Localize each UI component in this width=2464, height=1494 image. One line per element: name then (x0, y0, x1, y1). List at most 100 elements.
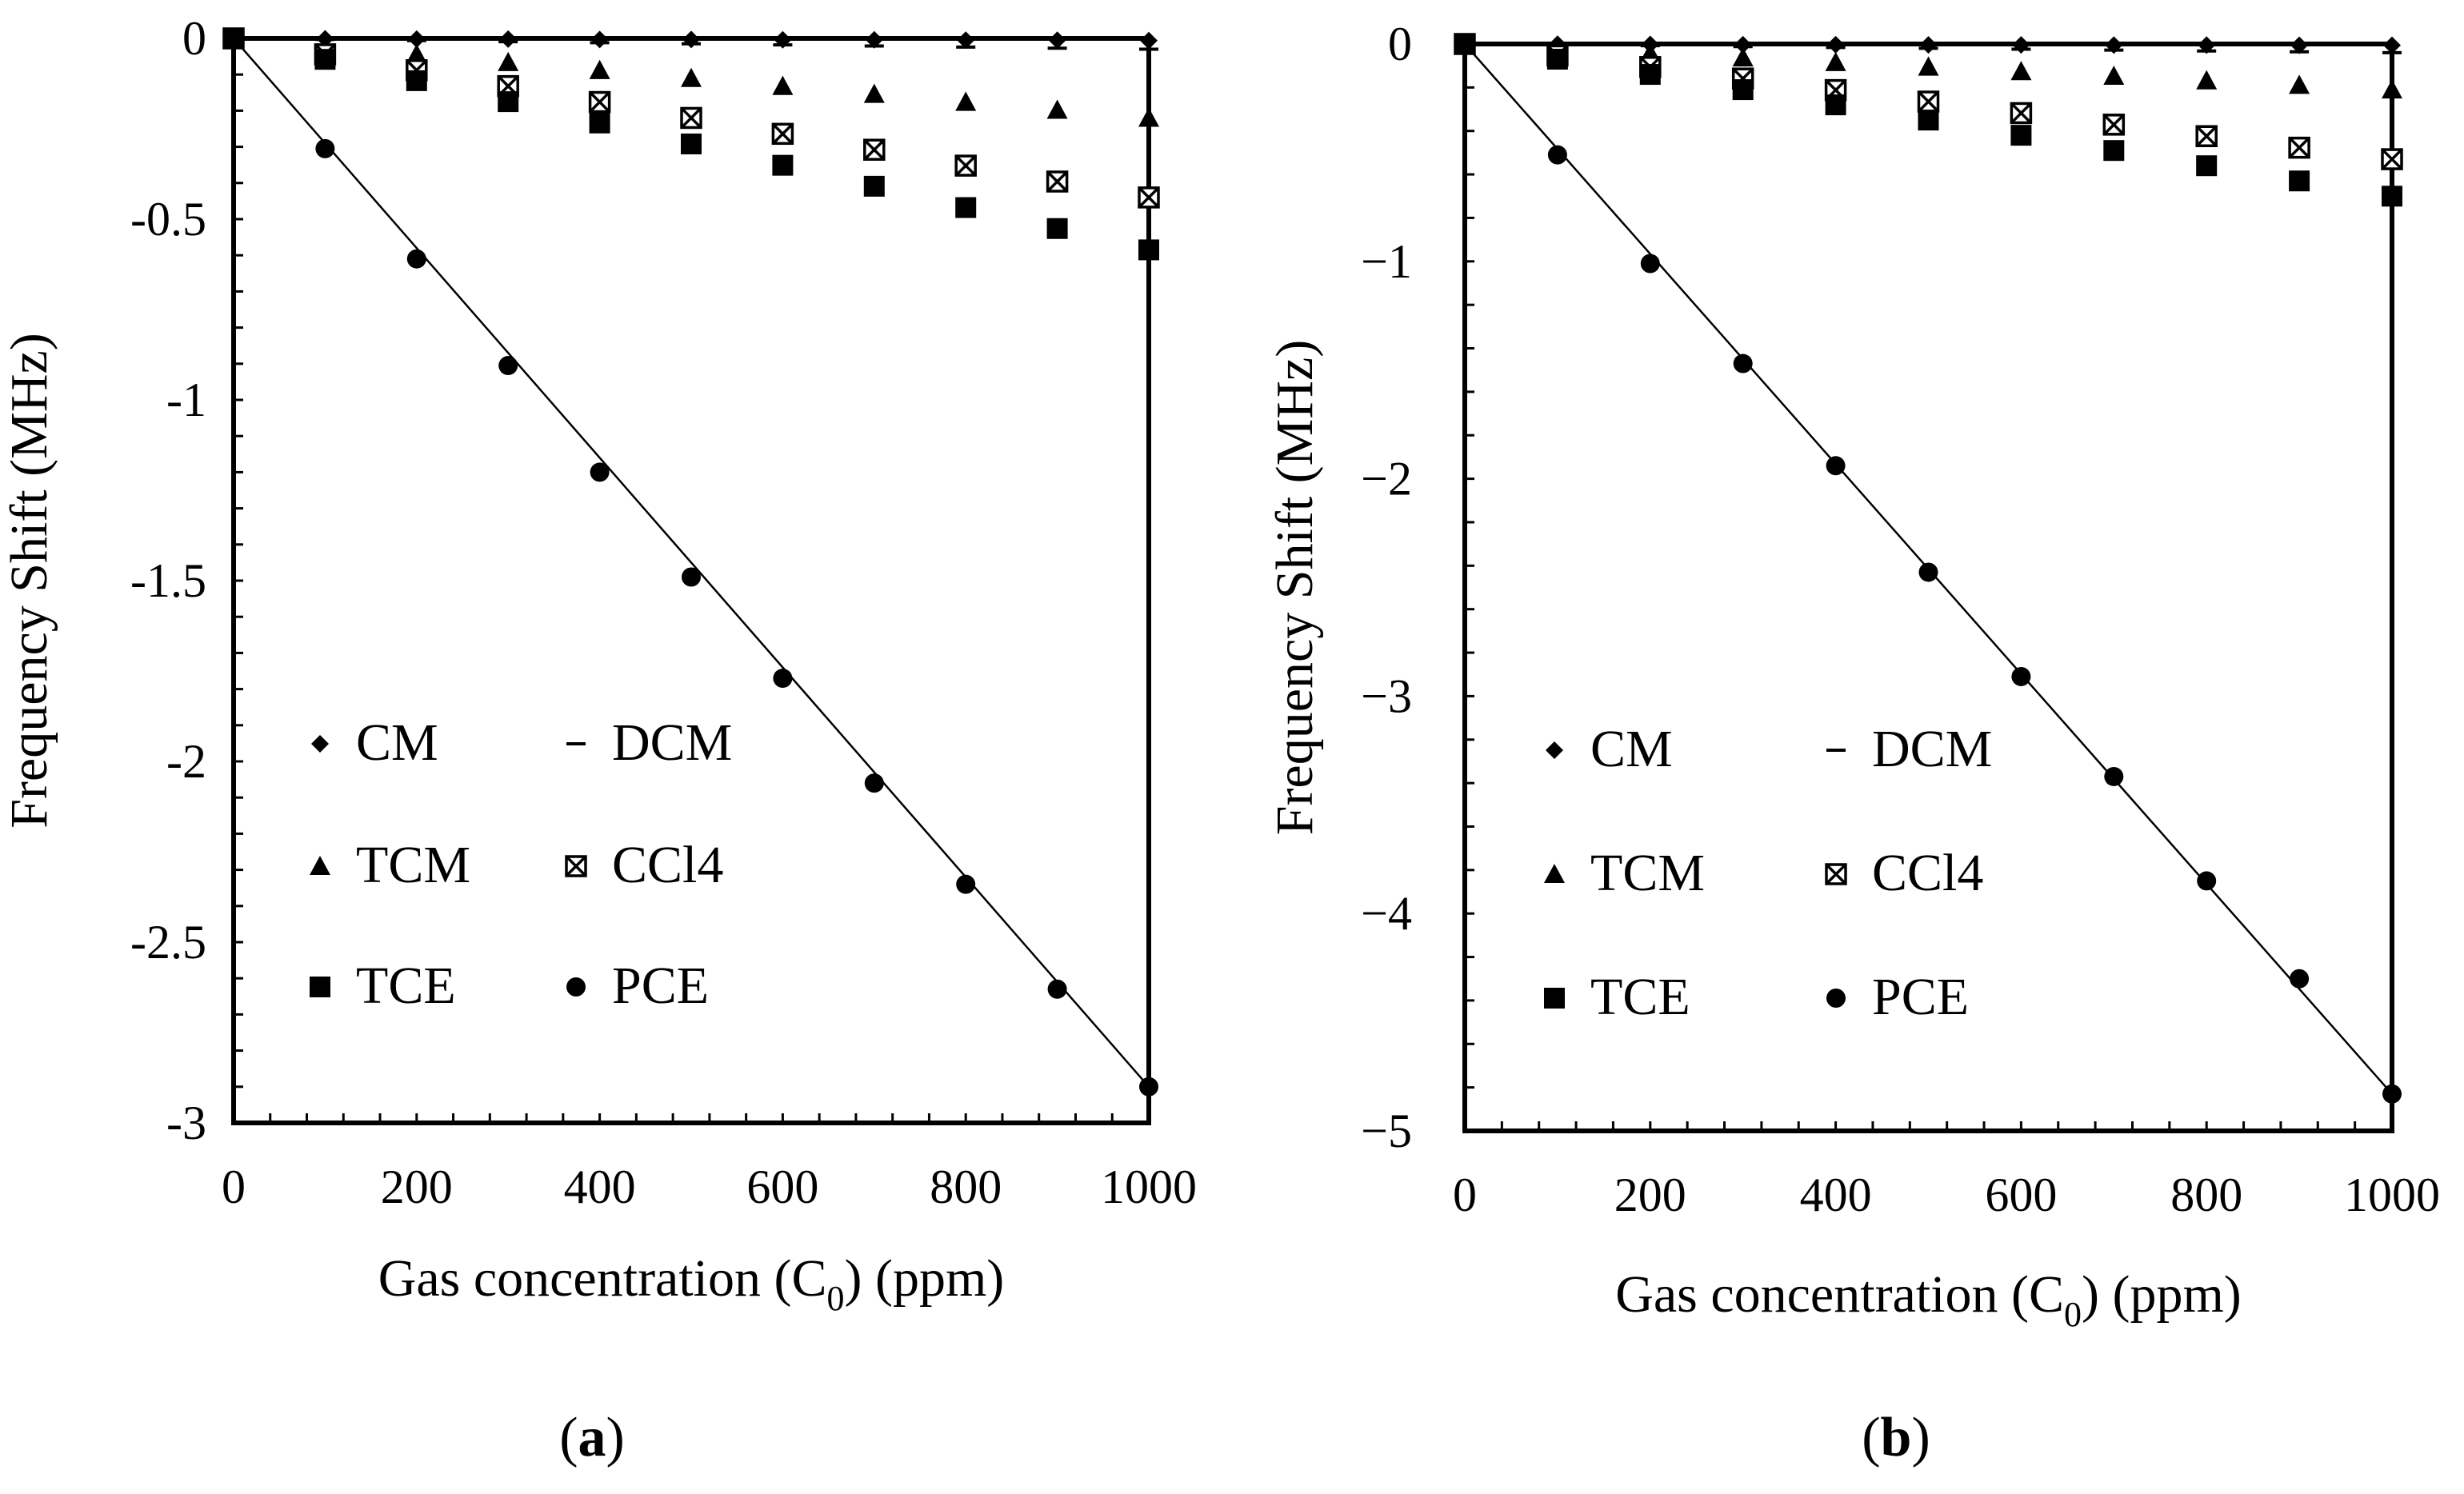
data-point-ccl4 (954, 154, 977, 177)
y-tick-label: −3 (1361, 669, 1412, 722)
y-tick-label: -1.5 (130, 554, 206, 607)
data-point-pce (498, 356, 518, 376)
y-tick-label: -2.5 (130, 916, 206, 969)
panel-label: (b) (1862, 1407, 1930, 1468)
data-point-tcm (681, 67, 702, 87)
data-point-tce (2010, 125, 2032, 146)
y-tick-label: 0 (182, 12, 206, 65)
data-point-pce (224, 29, 243, 48)
data-point-tce (1639, 64, 1661, 86)
legend-marker-tce (1544, 988, 1565, 1009)
y-tick-label: -1 (166, 374, 206, 426)
data-point-tcm (2196, 70, 2218, 90)
data-point-tcm (2103, 65, 2125, 86)
data-point-tcm (772, 75, 794, 95)
data-point-pce (1547, 145, 1567, 165)
series-dcm (1455, 42, 2402, 54)
legend-marker-tce (310, 977, 330, 997)
data-point-ccl4 (1138, 186, 1160, 209)
y-tick-label: −4 (1361, 887, 1412, 940)
data-point-pce (956, 874, 976, 894)
y-axis-title: Frequency Shift (MHz) (1266, 340, 1324, 836)
data-point-tce (1918, 110, 1939, 131)
data-point-pce (2290, 969, 2310, 989)
data-point-tcm (1825, 51, 1846, 71)
series-pce (224, 29, 1158, 1097)
data-point-cm (2383, 36, 2401, 54)
x-tick-label: 800 (930, 1160, 1002, 1213)
data-point-tcm (2289, 74, 2310, 94)
data-point-tcm (498, 51, 519, 71)
x-tick-label: 400 (1800, 1168, 1872, 1221)
data-point-pce (590, 462, 610, 482)
data-point-tcm (955, 91, 977, 111)
x-tick-label: 800 (2170, 1168, 2242, 1221)
data-point-tcm (1138, 107, 1159, 127)
data-point-tce (406, 70, 427, 91)
data-point-ccl4 (1917, 90, 1940, 113)
legend-label-dcm: DCM (612, 713, 732, 772)
data-point-cm (590, 30, 609, 49)
data-point-pce (2197, 871, 2217, 891)
data-point-tce (2103, 140, 2125, 162)
legend-marker-pce (566, 977, 586, 997)
legend-label-dcm: DCM (1872, 720, 1992, 778)
data-point-pce (1640, 254, 1660, 274)
y-tick-label: −2 (1361, 453, 1412, 505)
x-axis-title: Gas concentration (C0) (ppm) (1615, 1265, 2242, 1334)
data-point-tce (2289, 170, 2310, 192)
chart-panel-b: 0 200 400 600 800 1000 0 −1 −2 −3 −4 −5 Gas concentr… (1266, 18, 2440, 1468)
x-tick-label: 200 (381, 1160, 453, 1213)
series-pce (1455, 34, 2402, 1104)
legend: CM DCM TCM CCl4 TCE PCE (1544, 720, 1992, 1026)
data-point-ccl4 (1046, 170, 1069, 193)
data-point-pce (315, 138, 335, 158)
x-tick-label: 1000 (1101, 1160, 1197, 1213)
data-point-tce (1138, 239, 1159, 261)
data-point-cm (1140, 31, 1158, 50)
series-tce (223, 28, 1159, 261)
y-tick-label: −1 (1361, 235, 1412, 288)
data-point-tcm (863, 83, 885, 103)
data-point-tce (314, 49, 336, 70)
x-tick-label: 200 (1614, 1168, 1686, 1221)
y-tick-label: -3 (166, 1097, 206, 1149)
data-point-tcm (1732, 47, 1754, 67)
data-point-tce (1825, 94, 1846, 116)
y-axis-title: Frequency Shift (MHz) (0, 333, 58, 829)
legend-label-tcm: TCM (1590, 844, 1705, 902)
legend-marker-ccl4 (565, 855, 587, 877)
data-point-pce (2011, 666, 2031, 686)
data-point-ccl4 (771, 122, 794, 146)
y-tick-label: -2 (166, 735, 206, 788)
data-point-tcm (406, 43, 427, 63)
series-ccl4 (1454, 33, 2403, 170)
data-point-tce (498, 91, 519, 113)
data-point-ccl4 (863, 138, 886, 161)
data-point-tce (863, 175, 885, 197)
data-point-pce (1047, 979, 1067, 999)
data-point-cm (499, 30, 518, 48)
legend-marker-ccl4 (1825, 863, 1847, 885)
data-point-pce (1139, 1077, 1158, 1097)
legend-marker-pce (1826, 989, 1846, 1008)
data-point-tcm (2010, 61, 2032, 81)
legend-label-ccl4: CCl4 (612, 836, 723, 894)
data-point-pce (2382, 1084, 2402, 1104)
data-point-ccl4 (680, 106, 702, 130)
data-point-tce (1732, 79, 1754, 101)
data-point-tcm (1046, 99, 1068, 119)
legend-label-tcm: TCM (356, 836, 470, 894)
data-point-ccl4 (2010, 102, 2033, 125)
y-tick-label: −5 (1361, 1105, 1412, 1157)
x-tick-label: 0 (222, 1160, 246, 1213)
data-point-pce (1918, 562, 1938, 582)
data-point-ccl4 (2102, 114, 2126, 136)
legend: CM DCM TCM CCl4 TCE PCE (310, 713, 732, 1015)
data-point-pce (1455, 34, 1474, 54)
legend-label-ccl4: CCl4 (1872, 844, 1983, 902)
series-ccl4 (222, 27, 1160, 209)
data-point-cm (1826, 35, 1845, 54)
data-point-pce (682, 567, 701, 587)
